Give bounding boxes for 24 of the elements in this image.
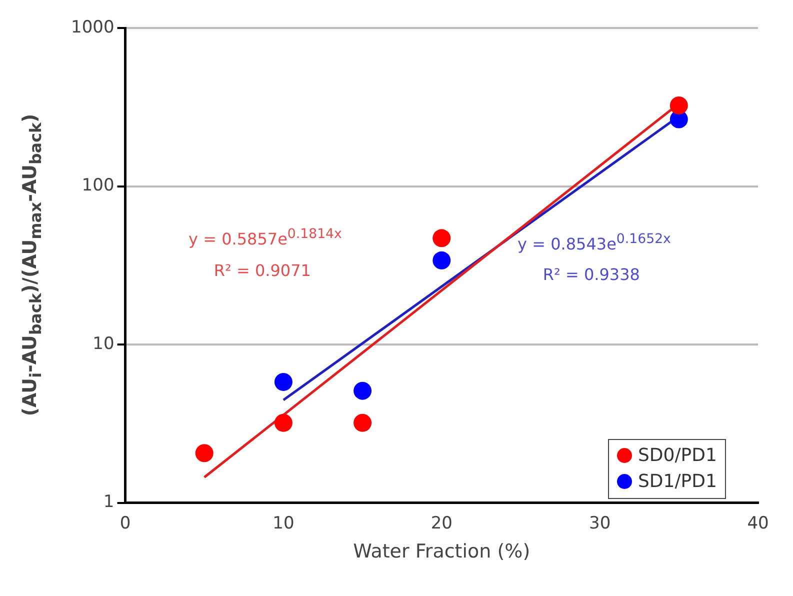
x-axis-title: Water Fraction (%) [353, 540, 530, 563]
point [670, 96, 688, 114]
point [432, 251, 451, 270]
x-tick-label: 20 [430, 513, 452, 534]
point [354, 382, 372, 400]
x-tick-label: 0 [120, 513, 131, 534]
y-tick-label: 1000 [71, 17, 114, 38]
y-tick-label: 10 [92, 334, 114, 354]
x-tick-label: 40 [747, 513, 769, 534]
x-tick-label: 30 [588, 513, 611, 534]
y-tick-label: 100 [82, 176, 114, 196]
annotation: R² = 0.9338 [542, 265, 640, 284]
point [274, 414, 292, 432]
point [195, 444, 214, 462]
x-tick-label: 10 [272, 513, 294, 534]
point [432, 229, 451, 248]
annotation: y = 0.8543e$^{0.1652x}$ [518, 232, 671, 254]
point [274, 372, 292, 391]
legend-label: SD0/PD1 [638, 445, 717, 466]
annotation: R² = 0.9071 [214, 260, 311, 280]
legend-label: SD1/PD1 [638, 471, 717, 492]
point [354, 414, 372, 432]
annotation: y = 0.5857e$^{0.1814x}$ [188, 227, 342, 249]
y-tick-label: 1 [103, 492, 114, 512]
